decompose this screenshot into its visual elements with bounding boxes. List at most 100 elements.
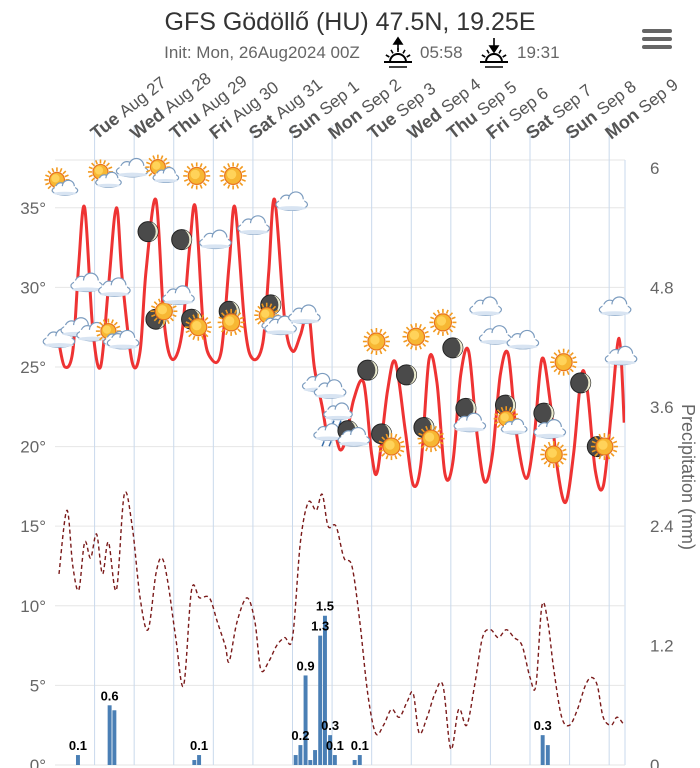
moon-icon: [171, 229, 193, 251]
precipitation-value-label: 0.1: [326, 738, 344, 753]
sun-icon: [590, 433, 618, 461]
sun-icon: [540, 441, 568, 469]
precipitation-bar: [313, 750, 318, 765]
moon-icon: [533, 402, 555, 424]
sun-icon: [183, 162, 211, 190]
temperature-tick-label: 10°: [20, 597, 46, 616]
cloud-icon: [42, 328, 76, 348]
precipitation-value-label: 0.3: [534, 718, 552, 733]
precipitation-value-label: 0.1: [190, 738, 208, 753]
precipitation-tick-label: 2.4: [650, 517, 674, 536]
precipitation-tick-label: 3.6: [650, 398, 674, 417]
precipitation-tick-label: 0: [650, 756, 659, 768]
temperature-tick-label: 25°: [20, 358, 46, 377]
precipitation-bar: [112, 710, 117, 765]
grid-lines: [55, 159, 626, 766]
sun-cloud-icon: [44, 167, 79, 196]
cloud-rain-icon: [313, 423, 343, 447]
cloud-icon: [162, 285, 195, 305]
precipitation-value-label: 0.1: [69, 738, 87, 753]
temperature-tick-label: 35°: [20, 199, 46, 218]
precipitation-axis-title: Precipitation (mm): [678, 404, 698, 550]
precipitation-bar: [545, 745, 550, 765]
temperature-tick-label: 5°: [30, 676, 46, 695]
moon-icon: [442, 337, 464, 359]
precipitation-bar: [308, 760, 313, 765]
precipitation-value-label: 0.6: [101, 688, 119, 703]
precipitation-bar: [293, 755, 298, 765]
cloud-icon: [98, 277, 131, 297]
cloud-icon: [604, 345, 638, 366]
precipitation-axis: 0 1.2 2.4 3.6 4.8 6: [650, 159, 674, 768]
precipitation-bar: [318, 635, 323, 765]
sunset-time: 19:31: [517, 43, 560, 62]
sun-cloud-icon: [493, 406, 528, 435]
chart-title: GFS Gödöllő (HU) 47.5N, 19.25E: [165, 8, 536, 36]
cloud-icon: [70, 272, 104, 293]
temperature-line: [57, 197, 625, 504]
precipitation-bar: [328, 735, 333, 765]
sun-icon: [219, 162, 247, 190]
sun-cloud-icon: [87, 159, 122, 188]
precipitation-bars: [75, 615, 550, 765]
sunrise-time: 05:58: [420, 43, 463, 62]
precipitation-bar: [332, 755, 337, 765]
cloud-icon: [506, 329, 540, 350]
cloud-icon: [106, 329, 140, 350]
temperature-tick-label: 30°: [20, 278, 46, 297]
moon-icon: [357, 359, 379, 381]
precipitation-bar: [107, 705, 112, 765]
sun-icon: [417, 425, 445, 453]
cloud-icon: [237, 215, 271, 235]
temperature-tick-label: 0°: [30, 756, 46, 768]
precipitation-value-label: 0.9: [297, 658, 315, 673]
precipitation-value-label: 1.5: [316, 599, 334, 614]
sun-icon: [184, 313, 212, 341]
cloud-icon: [337, 426, 371, 447]
precipitation-tick-label: 1.2: [650, 637, 674, 656]
sun-icon: [377, 433, 405, 461]
precipitation-bar: [357, 755, 362, 765]
sun-icon: [402, 323, 430, 351]
cloud-icon: [288, 304, 321, 324]
cloud-icon: [313, 379, 347, 399]
temperature-axis: 0° 5° 10° 15° 20° 25° 30° 35°: [20, 199, 46, 768]
sun-icon: [217, 308, 245, 336]
cloud-icon: [533, 419, 567, 439]
precipitation-labels: 0.1 0.6 0.1 0.2 0.9 1.3 1.5 0.3 0.1 0.1 0.3: [69, 599, 552, 753]
precipitation-value-label: 0.3: [321, 718, 339, 733]
moon-icon: [570, 372, 592, 394]
sunrise-icon: [384, 36, 412, 68]
cloud-icon: [198, 229, 232, 250]
sun-icon: [550, 348, 578, 376]
cloud-icon: [598, 296, 632, 316]
weather-icons: [42, 154, 638, 469]
cloud-icon: [115, 157, 149, 178]
dewpoint-line: [58, 491, 625, 750]
init-time-label: Init: Mon, 26Aug2024 00Z: [164, 43, 360, 62]
hamburger-menu-icon[interactable]: [640, 27, 672, 49]
precipitation-bar: [192, 760, 197, 765]
sun-icon: [429, 308, 457, 336]
precipitation-bar: [298, 745, 303, 765]
temperature-tick-label: 15°: [20, 517, 46, 536]
precipitation-bar: [303, 675, 308, 765]
moon-icon: [137, 221, 159, 243]
temperature-tick-label: 20°: [20, 438, 46, 457]
precipitation-tick-label: 4.8: [650, 278, 674, 297]
precipitation-bar: [322, 615, 327, 765]
sunset-icon: [480, 38, 508, 68]
precipitation-value-label: 1.3: [311, 619, 329, 634]
sun-icon: [362, 328, 390, 355]
cloud-icon: [264, 315, 297, 336]
precipitation-bar: [540, 735, 545, 765]
precipitation-tick-label: 6: [650, 159, 659, 178]
sun-cloud-icon: [145, 154, 180, 183]
precipitation-value-label: 0.1: [351, 738, 369, 753]
cloud-icon: [453, 412, 487, 433]
precipitation-bar: [197, 755, 202, 765]
precipitation-bar: [75, 755, 80, 765]
moon-icon: [396, 364, 417, 386]
